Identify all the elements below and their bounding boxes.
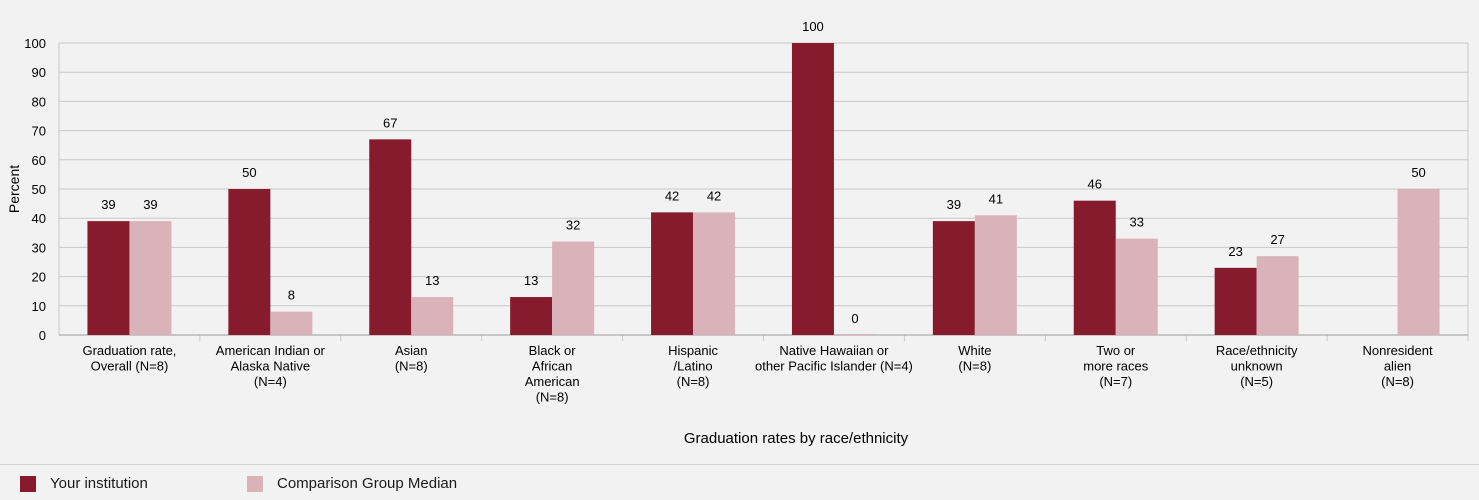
data-label: 46 [1088, 177, 1102, 192]
data-label: 100 [802, 19, 824, 34]
y-tick-label: 10 [32, 299, 46, 314]
bar-comparison-median [270, 311, 313, 335]
data-label: 0 [851, 311, 858, 326]
data-label: 42 [665, 188, 679, 203]
bar-comparison-median [411, 297, 454, 335]
category-label: Asian (N=8) [395, 343, 428, 374]
data-label: 13 [425, 273, 439, 288]
category-label: Hispanic/Latino (N=8) [668, 343, 718, 389]
legend-swatch-comparison-group-median [247, 475, 263, 492]
data-label: 67 [383, 115, 397, 130]
y-axis-label: Percent [6, 165, 22, 213]
y-tick-label: 50 [32, 182, 46, 197]
x-axis-label: Graduation rates by race/ethnicity [684, 430, 909, 447]
data-label: 39 [947, 197, 961, 212]
legend-item-comparison-group-median: Comparison Group Median [247, 475, 457, 492]
bar-comparison-median [693, 212, 736, 335]
data-labels: 39 39 50 8 67 13 13 32 42 42 100 0 39 41 46 33 23 27 50 [101, 19, 1426, 326]
bar-comparison-median [1115, 238, 1158, 335]
bar-your-institution [510, 297, 553, 335]
legend-swatch-your-institution [20, 475, 36, 492]
bar-chart: Percent Graduation rates by race/ethnici… [6, 19, 1469, 447]
data-label: 50 [1411, 165, 1425, 180]
bar-your-institution [1214, 267, 1257, 335]
y-tick-label: 0 [39, 328, 46, 343]
data-label: 39 [143, 197, 157, 212]
y-tick-label: 40 [32, 211, 46, 226]
bar-comparison-median [1256, 256, 1299, 335]
bar-your-institution [87, 221, 130, 335]
y-tick-label: 80 [32, 94, 46, 109]
category-label: Graduation rate, Overall (N=8) [82, 343, 176, 374]
category-label: American Indian or Alaska Native (N=4) [216, 343, 326, 389]
data-label: 42 [707, 188, 721, 203]
data-label: 8 [288, 288, 295, 303]
bar-comparison-median [129, 221, 172, 335]
data-label: 27 [1270, 232, 1284, 247]
bar-your-institution [791, 43, 834, 335]
data-label: 32 [566, 218, 580, 233]
category-label: Black or African American (N=8) [525, 343, 580, 405]
category-label: Native Hawaiian or other Pacific Islander… [755, 343, 913, 374]
bar-your-institution [651, 212, 694, 335]
y-tick-label: 20 [32, 270, 46, 285]
bar-comparison-median [1397, 189, 1440, 335]
data-label: 33 [1130, 215, 1144, 230]
y-tick-label: 30 [32, 240, 46, 255]
data-label: 39 [101, 197, 115, 212]
data-label: 23 [1228, 244, 1242, 259]
data-label: 13 [524, 273, 538, 288]
bars [87, 43, 1440, 335]
bar-your-institution [932, 221, 975, 335]
category-label: White (N=8) [958, 343, 991, 374]
bar-your-institution [228, 189, 271, 335]
y-tick-label: 70 [32, 124, 46, 139]
category-label: Nonresident alien (N=8) [1362, 343, 1432, 389]
bar-comparison-median [552, 241, 595, 335]
y-tick-labels: 0 10 20 30 40 50 60 70 80 90 100 [24, 36, 46, 343]
bar-comparison-median [974, 215, 1017, 335]
category-label: Two or more races (N=7) [1083, 343, 1149, 389]
bar-your-institution [369, 139, 412, 335]
category-labels: Graduation rate, Overall (N=8) American In… [82, 343, 1433, 405]
legend: Your institution Comparison Group Median [0, 464, 1479, 500]
data-label: 50 [242, 165, 256, 180]
y-tick-label: 60 [32, 153, 46, 168]
data-label: 41 [989, 191, 1003, 206]
bar-your-institution [1073, 200, 1116, 335]
legend-label-comparison-group-median: Comparison Group Median [277, 475, 458, 492]
category-label: Race/ethnicity unknown (N=5) [1216, 343, 1298, 389]
bar-comparison-median [833, 334, 876, 335]
legend-label-your-institution: Your institution [50, 475, 148, 492]
legend-item-your-institution: Your institution [20, 475, 148, 492]
y-tick-label: 100 [24, 36, 46, 51]
y-tick-label: 90 [32, 65, 46, 80]
